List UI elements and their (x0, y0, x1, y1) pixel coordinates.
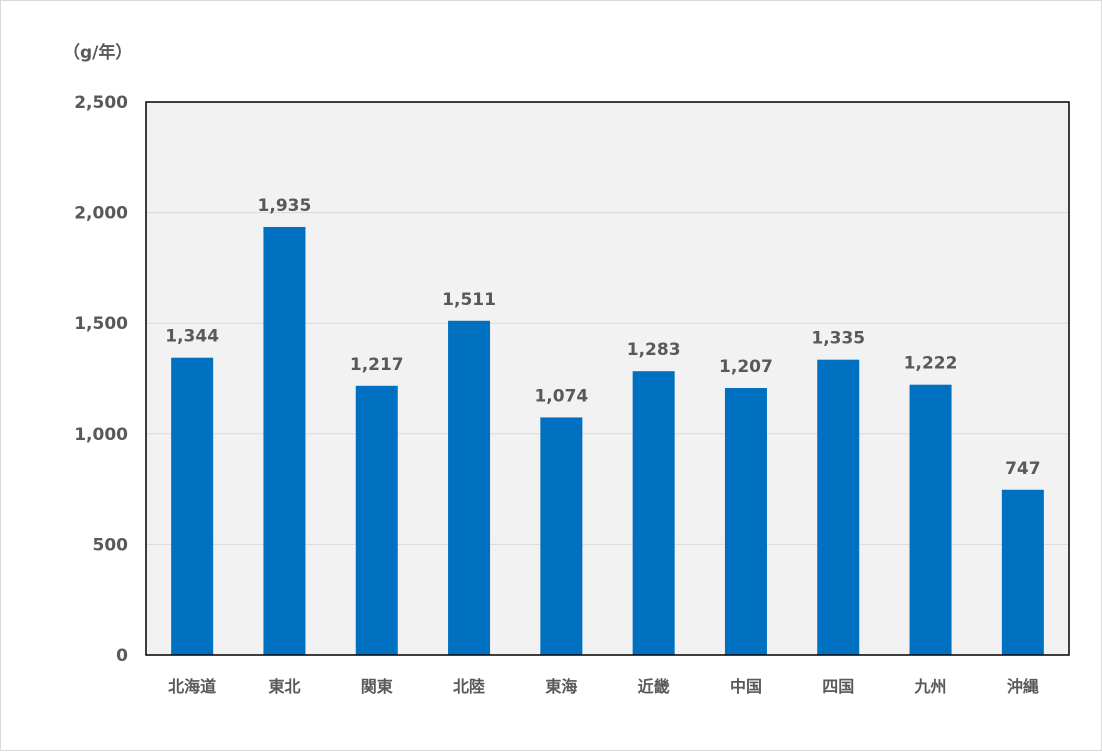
bar (355, 385, 398, 655)
x-category-label: 沖縄 (1007, 677, 1039, 696)
x-category-label: 関東 (361, 677, 393, 696)
y-tick-label: 0 (116, 646, 128, 666)
plot-border (145, 101, 1070, 656)
data-label: 1,935 (258, 196, 312, 216)
bar (540, 417, 583, 655)
y-tick-label: 2,000 (74, 204, 128, 224)
x-category-label: 近畿 (638, 677, 670, 696)
x-category-label: 東北 (268, 677, 300, 696)
y-tick-label: 1,000 (74, 425, 128, 445)
data-label: 1,283 (627, 340, 681, 360)
bar (632, 371, 675, 655)
x-category-label: 東海 (545, 677, 577, 696)
x-category-label: 九州 (914, 677, 947, 696)
bar (171, 357, 214, 655)
data-label: 1,222 (904, 354, 958, 374)
data-labels: 1,344 1,935 1,217 1,511 1,074 1,283 1,207 1,335… (165, 196, 1040, 479)
y-tick-label: 2,500 (74, 93, 128, 113)
y-axis-ticks: 0 500 1,000 1,500 2,000 2,500 (74, 93, 128, 666)
x-category-label: 四国 (822, 677, 854, 696)
y-tick-label: 500 (93, 535, 129, 555)
x-category-label: 中国 (730, 677, 762, 696)
data-label: 1,344 (165, 327, 219, 347)
bar (909, 384, 952, 655)
bar (263, 226, 306, 655)
x-category-label: 北海道 (168, 677, 216, 696)
x-category-label: 北陸 (453, 677, 485, 696)
data-label: 747 (1005, 459, 1041, 479)
data-label: 1,074 (534, 386, 588, 406)
x-axis-categories: 北海道 東北 関東 北陸 東海 近畿 中国 四国 九州 沖縄 (168, 677, 1039, 696)
data-label: 1,207 (719, 357, 773, 377)
data-label: 1,335 (811, 329, 865, 349)
data-label: 1,217 (350, 355, 404, 375)
bar (1001, 489, 1044, 655)
y-axis-unit-label: （g/年） (63, 42, 132, 63)
bar (724, 388, 767, 655)
y-tick-label: 1,500 (74, 314, 128, 334)
data-label: 1,511 (442, 290, 496, 310)
bar (448, 320, 491, 655)
bar (817, 359, 860, 655)
bars (171, 226, 1044, 655)
